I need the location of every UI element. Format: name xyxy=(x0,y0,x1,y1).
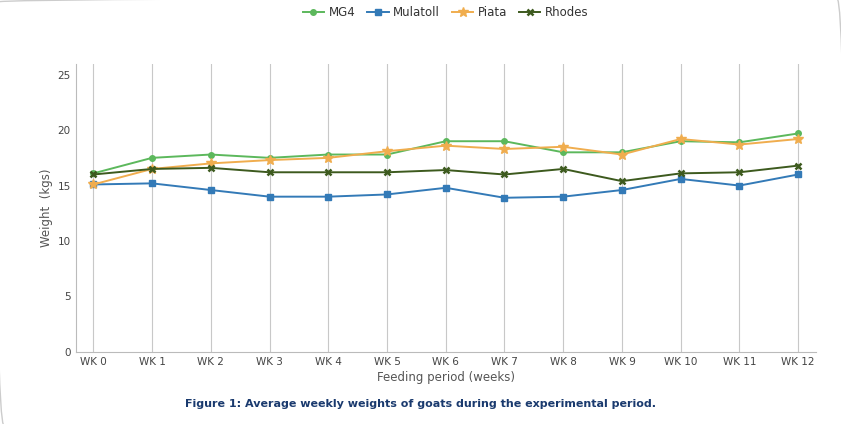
Rhodes xyxy=(793,163,803,168)
Mulatoll xyxy=(558,194,569,199)
Rhodes xyxy=(734,170,744,175)
Mulatoll xyxy=(88,182,98,187)
Piata xyxy=(558,144,569,149)
Piata xyxy=(382,149,392,154)
Mulatoll xyxy=(793,172,803,177)
Rhodes xyxy=(675,171,685,176)
MG4 xyxy=(264,155,274,160)
Piata xyxy=(500,146,510,151)
MG4 xyxy=(206,152,216,157)
MG4 xyxy=(323,152,333,157)
Legend: MG4, Mulatoll, Piata, Rhodes: MG4, Mulatoll, Piata, Rhodes xyxy=(303,6,589,19)
MG4 xyxy=(500,139,510,144)
Piata xyxy=(617,152,627,157)
Piata xyxy=(323,155,333,160)
Mulatoll xyxy=(206,187,216,192)
Rhodes xyxy=(323,170,333,175)
Rhodes xyxy=(500,172,510,177)
Piata xyxy=(206,161,216,166)
MG4 xyxy=(617,150,627,155)
Rhodes xyxy=(382,170,392,175)
Piata xyxy=(264,158,274,163)
Piata xyxy=(441,143,451,148)
MG4 xyxy=(675,139,685,144)
Rhodes xyxy=(558,166,569,171)
Line: Rhodes: Rhodes xyxy=(90,162,801,184)
X-axis label: Feeding period (weeks): Feeding period (weeks) xyxy=(377,371,515,384)
Rhodes xyxy=(88,172,98,177)
Mulatoll xyxy=(264,194,274,199)
MG4 xyxy=(441,139,451,144)
Mulatoll xyxy=(734,183,744,188)
Text: Figure 1: Average weekly weights of goats during the experimental period.: Figure 1: Average weekly weights of goat… xyxy=(185,399,656,409)
Mulatoll xyxy=(147,181,157,186)
Mulatoll xyxy=(323,194,333,199)
Piata xyxy=(675,137,685,142)
Line: MG4: MG4 xyxy=(91,131,801,176)
Rhodes xyxy=(617,179,627,184)
Mulatoll xyxy=(441,185,451,190)
MG4 xyxy=(558,150,569,155)
MG4 xyxy=(734,140,744,145)
Rhodes xyxy=(264,170,274,175)
MG4 xyxy=(793,131,803,136)
MG4 xyxy=(382,152,392,157)
Line: Piata: Piata xyxy=(88,134,803,190)
MG4 xyxy=(147,155,157,160)
Y-axis label: Weight  (kgs): Weight (kgs) xyxy=(40,168,54,247)
Rhodes xyxy=(206,165,216,170)
Piata xyxy=(88,182,98,187)
Piata xyxy=(734,142,744,147)
Mulatoll xyxy=(617,187,627,192)
Line: Mulatoll: Mulatoll xyxy=(91,172,801,201)
Mulatoll xyxy=(500,195,510,200)
Mulatoll xyxy=(675,176,685,181)
MG4 xyxy=(88,171,98,176)
Mulatoll xyxy=(382,192,392,197)
Rhodes xyxy=(441,167,451,173)
Rhodes xyxy=(147,166,157,171)
Piata xyxy=(793,137,803,142)
Piata xyxy=(147,166,157,171)
